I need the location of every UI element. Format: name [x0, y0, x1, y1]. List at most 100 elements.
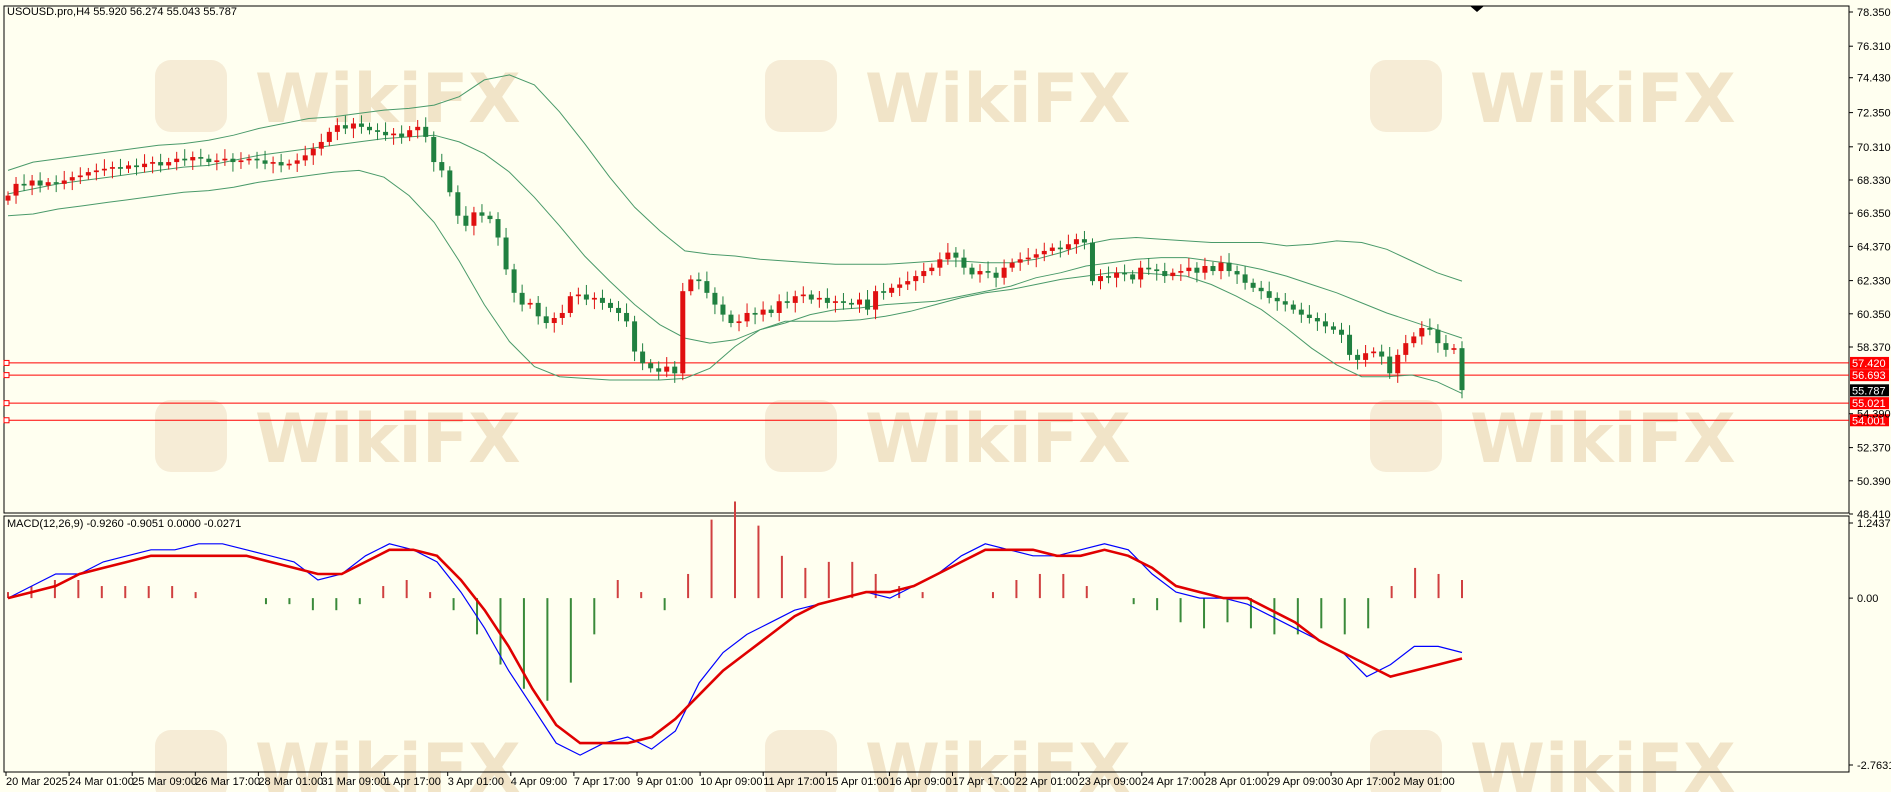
candle-body	[648, 363, 654, 369]
candle-body	[45, 182, 51, 186]
candle-body	[1162, 271, 1168, 277]
watermark-logo-icon	[155, 730, 227, 792]
candle-body	[399, 133, 405, 137]
candle-body	[254, 158, 260, 161]
candle-body	[1379, 351, 1385, 357]
candle-body	[1041, 250, 1047, 255]
x-tick-label: 9 Apr 01:00	[637, 776, 693, 788]
candle-body	[1178, 271, 1184, 273]
watermark-text: WikiFX	[865, 400, 1131, 479]
x-tick-label: 2 May 01:00	[1394, 776, 1455, 788]
y-tick-label: 64.370	[1857, 241, 1891, 253]
candle-body	[487, 215, 493, 220]
candle-body	[166, 162, 172, 166]
candle-body	[640, 351, 646, 364]
candle-body	[543, 316, 549, 324]
candle-body	[1089, 242, 1095, 282]
x-tick-label: 15 Apr 01:00	[826, 776, 888, 788]
current-price-tag	[1850, 384, 1889, 397]
candle-body	[961, 257, 967, 268]
candle-body	[672, 366, 678, 374]
candle-body	[455, 192, 461, 216]
watermark-text: WikiFX	[1470, 60, 1736, 139]
candle-body	[1210, 266, 1216, 272]
bollinger-middle-line	[7, 134, 1463, 344]
y-tick-label: 76.310	[1857, 41, 1891, 53]
watermark-text: WikiFX	[865, 730, 1131, 792]
candle-body	[1025, 257, 1031, 260]
candle-body	[599, 297, 605, 303]
candle-body	[800, 294, 806, 297]
current-price-label: 55.787	[1852, 385, 1886, 397]
candle-body	[431, 136, 437, 163]
candle-body	[1322, 321, 1328, 327]
candle-body	[1274, 297, 1280, 302]
candle-body	[1098, 276, 1104, 282]
candle-body	[816, 297, 822, 300]
candle-body	[776, 301, 782, 313]
candle-body	[808, 294, 814, 300]
macd-header: MACD(12,26,9) -0.9260 -0.9051 0.0000 -0.…	[7, 518, 241, 530]
candle-body	[318, 141, 324, 149]
candle-body	[1033, 254, 1039, 258]
candle-body	[463, 215, 469, 226]
y-tick-label: 58.370	[1857, 342, 1891, 354]
candle-body	[881, 291, 887, 293]
candle-body	[1234, 271, 1240, 275]
x-tick-label: 25 Mar 09:00	[132, 776, 197, 788]
watermark-text: WikiFX	[1470, 730, 1736, 792]
y-tick-label: 74.430	[1857, 73, 1891, 85]
watermark-logo-icon	[155, 60, 227, 132]
candle-body	[1411, 336, 1417, 344]
candle-body	[415, 126, 421, 131]
candle-body	[1355, 354, 1361, 360]
x-tick-label: 29 Apr 09:00	[1268, 776, 1330, 788]
price-level-label: 57.420	[1852, 358, 1886, 370]
candle-body	[929, 267, 935, 272]
candle-body	[1130, 274, 1136, 280]
watermark-logo-icon	[1370, 400, 1442, 472]
candle-body	[1154, 269, 1160, 272]
candle-body	[310, 148, 316, 156]
candle-body	[77, 175, 83, 178]
y-tick-label: 48.410	[1857, 509, 1891, 521]
x-tick-label: 31 Mar 09:00	[322, 776, 387, 788]
candle-body	[1017, 259, 1023, 263]
candle-body	[1122, 272, 1128, 275]
watermark-text: WikiFX	[1470, 400, 1736, 479]
y-tick-label: 62.330	[1857, 276, 1891, 288]
candle-body	[848, 302, 854, 305]
candle-body	[607, 302, 613, 308]
price-pane-border	[3, 5, 1850, 514]
candle-body	[342, 125, 348, 129]
candle-body	[350, 123, 356, 129]
candle-body	[101, 168, 107, 171]
price-level-tag	[1850, 356, 1889, 369]
candle-body	[326, 131, 332, 142]
level-anchor-icon	[3, 400, 10, 407]
x-tick-label: 16 Apr 09:00	[889, 776, 951, 788]
candle-body	[479, 212, 485, 216]
candle-body	[1009, 262, 1015, 268]
candle-body	[889, 287, 895, 293]
candle-body	[616, 307, 622, 313]
candle-body	[125, 165, 131, 169]
chart-frame	[3, 5, 1850, 773]
candle-body	[865, 299, 871, 310]
x-tick-label: 4 Apr 09:00	[511, 776, 567, 788]
macd-signal-line	[7, 548, 1463, 745]
candle-body	[294, 160, 300, 164]
y-tick-label: 68.330	[1857, 175, 1891, 187]
candle-body	[190, 157, 196, 161]
y-tick-label: 52.370	[1857, 443, 1891, 455]
candle-body	[1114, 272, 1120, 278]
candle-body	[206, 158, 212, 163]
watermark-text: WikiFX	[255, 60, 521, 139]
candle-body	[278, 162, 284, 166]
candle-body	[744, 312, 750, 322]
candle-body	[423, 126, 429, 137]
price-level-tag	[1850, 414, 1889, 427]
price-level-tag	[1850, 397, 1889, 410]
candle-body	[1226, 262, 1232, 272]
candle-body	[383, 131, 389, 136]
